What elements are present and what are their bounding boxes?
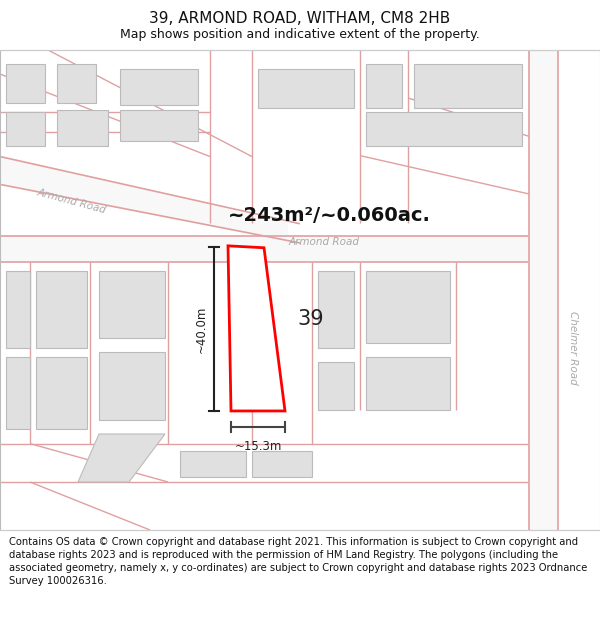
Text: ~243m²/~0.060ac.: ~243m²/~0.060ac. [228,206,431,225]
Text: ~15.3m: ~15.3m [235,439,281,452]
Text: Armond Road: Armond Road [289,237,359,247]
Polygon shape [57,64,96,102]
Text: 39: 39 [297,309,323,329]
Polygon shape [57,110,108,146]
Polygon shape [36,271,87,348]
Polygon shape [78,434,165,482]
Polygon shape [0,156,288,242]
Text: Chelmer Road: Chelmer Road [568,311,578,384]
Polygon shape [366,271,450,342]
Polygon shape [228,246,285,411]
Polygon shape [99,271,165,338]
Polygon shape [6,357,30,429]
Polygon shape [366,64,402,108]
Polygon shape [252,451,312,478]
Polygon shape [99,352,165,419]
Polygon shape [529,50,557,530]
Polygon shape [36,357,87,429]
Polygon shape [180,451,246,478]
Text: Map shows position and indicative extent of the property.: Map shows position and indicative extent… [120,28,480,41]
Polygon shape [120,69,198,105]
Polygon shape [120,110,198,141]
Text: ~40.0m: ~40.0m [194,305,208,352]
Polygon shape [318,271,354,348]
Polygon shape [366,112,522,146]
Polygon shape [414,64,522,108]
Text: 39, ARMOND ROAD, WITHAM, CM8 2HB: 39, ARMOND ROAD, WITHAM, CM8 2HB [149,11,451,26]
Text: Armond Road: Armond Road [37,187,107,215]
Polygon shape [6,271,30,348]
Polygon shape [0,236,528,262]
Polygon shape [258,69,354,108]
Polygon shape [6,64,45,102]
Text: Contains OS data © Crown copyright and database right 2021. This information is : Contains OS data © Crown copyright and d… [9,537,587,586]
Polygon shape [366,357,450,410]
Polygon shape [6,112,45,146]
Polygon shape [318,362,354,410]
